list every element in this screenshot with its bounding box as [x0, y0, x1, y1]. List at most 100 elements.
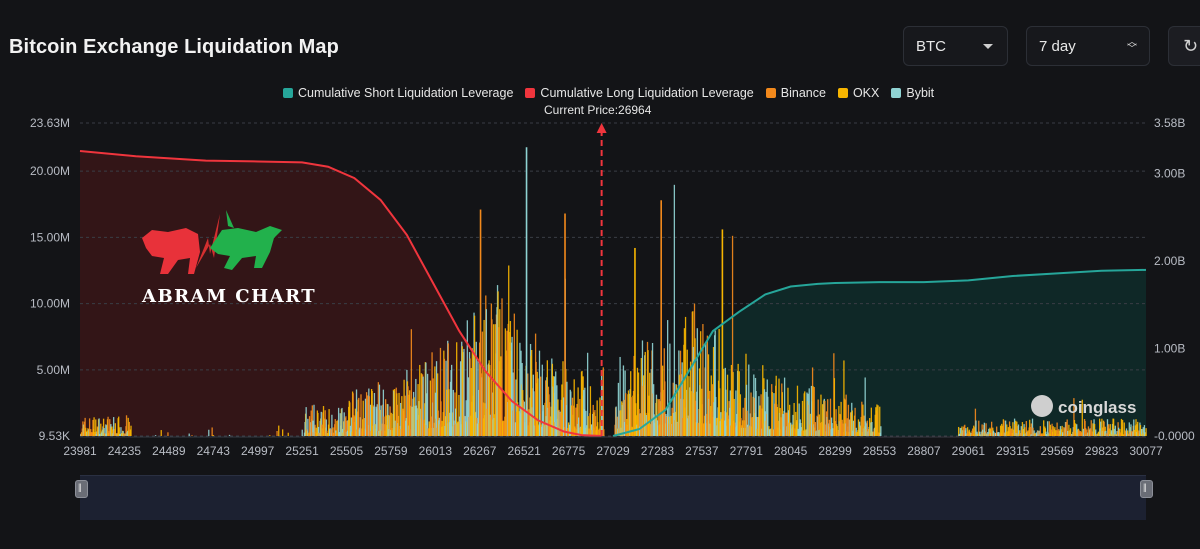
liquidation-bar	[1030, 423, 1033, 436]
liquidation-bar-peak	[525, 147, 528, 436]
liquidation-bar	[349, 402, 351, 436]
liquidation-bar	[767, 396, 769, 436]
liquidation-bar	[808, 388, 810, 436]
liquidation-bar	[167, 432, 169, 436]
liquidation-bar	[337, 407, 340, 436]
liquidation-bar	[637, 372, 640, 436]
liquidation-bar	[539, 376, 542, 436]
liquidation-bar	[1039, 426, 1041, 436]
short-cumulative-line	[612, 268, 1147, 437]
liquidation-bar	[1025, 421, 1027, 436]
liquidation-bar	[542, 405, 545, 436]
legend-label: Cumulative Long Liquidation Leverage	[540, 86, 754, 100]
liquidation-bar	[586, 352, 589, 436]
liquidation-bar	[738, 371, 740, 436]
x-tick-label: 28807	[907, 444, 941, 458]
liquidation-bar	[358, 397, 360, 436]
liquidation-bar	[566, 381, 568, 436]
liquidation-bar	[748, 364, 750, 436]
legend-label: Binance	[780, 86, 826, 100]
liquidation-bar	[459, 361, 462, 436]
liquidation-bar	[694, 400, 697, 436]
liquidation-bar	[679, 350, 682, 436]
liquidation-bar	[1121, 419, 1124, 436]
liquidation-bar	[1006, 424, 1008, 436]
liquidation-bar	[759, 405, 761, 436]
liquidation-bar	[452, 389, 454, 436]
liquidation-bar	[1012, 422, 1014, 436]
liquidation-bar	[413, 397, 415, 436]
liquidation-bar	[1015, 420, 1017, 436]
liquidation-bar	[979, 431, 981, 436]
period-select[interactable]: 7 day ︿ ﹀	[1026, 26, 1150, 66]
liquidation-bar	[1037, 430, 1039, 436]
legend-item-binance[interactable]: Binance	[765, 86, 826, 100]
liquidation-bar	[501, 298, 503, 436]
liquidation-bar	[324, 410, 326, 436]
liquidation-bar	[531, 349, 533, 436]
liquidation-bar	[783, 377, 786, 436]
liquidation-bar	[102, 418, 105, 436]
liquidation-bar	[98, 418, 100, 436]
liquidation-bar	[585, 410, 587, 436]
liquidation-bar	[448, 389, 450, 436]
liquidation-bar	[471, 348, 474, 436]
x-tick-label: 29569	[1040, 444, 1074, 458]
range-slider[interactable]	[80, 475, 1146, 520]
range-slider-left-handle[interactable]	[75, 480, 88, 498]
liquidation-bar	[765, 391, 767, 436]
coin-select[interactable]: BTC	[903, 26, 1008, 66]
brand-watermark: ABRAM CHART	[142, 286, 317, 307]
x-tick-label: 26775	[552, 444, 586, 458]
liquidation-bar	[373, 392, 376, 436]
liquidation-bar	[733, 398, 735, 436]
legend-swatch	[525, 88, 536, 98]
liquidation-bar	[307, 418, 309, 436]
refresh-button[interactable]: ↻	[1168, 26, 1200, 66]
liquidation-bar	[118, 427, 120, 436]
liquidation-bar	[985, 423, 987, 436]
liquidation-bar	[425, 362, 427, 436]
liquidation-bar	[211, 427, 213, 436]
x-tick-label: 27791	[730, 444, 764, 458]
liquidation-bar	[871, 422, 873, 436]
liquidation-bar	[463, 348, 465, 436]
chevron-down-icon	[983, 44, 993, 49]
liquidation-bar	[1100, 421, 1102, 436]
liquidation-bar	[817, 399, 819, 436]
liquidation-bar	[760, 394, 762, 436]
liquidation-bar	[842, 423, 844, 436]
liquidation-bar	[305, 407, 307, 436]
liquidation-bar	[410, 329, 413, 436]
liquidation-bar	[602, 367, 604, 436]
legend-item-long[interactable]: Cumulative Long Liquidation Leverage	[525, 86, 754, 100]
legend-item-bybit[interactable]: Bybit	[891, 86, 934, 100]
liquidation-bar	[869, 418, 871, 436]
liquidation-bar	[964, 424, 966, 436]
liquidation-bar	[973, 425, 975, 436]
liquidation-bar	[330, 429, 332, 436]
liquidation-bar	[103, 428, 105, 436]
liquidation-bar	[404, 395, 406, 436]
liquidation-bar	[561, 384, 563, 436]
legend-item-okx[interactable]: OKX	[837, 86, 879, 100]
updown-chevron-icon: ︿ ﹀	[1127, 37, 1137, 55]
liquidation-bar	[440, 401, 442, 436]
liquidation-bar	[824, 424, 827, 436]
liquidation-bar	[990, 421, 993, 436]
liquidation-bar	[1018, 430, 1021, 436]
legend-item-short[interactable]: Cumulative Short Liquidation Leverage	[283, 86, 513, 100]
liquidation-bar	[548, 402, 551, 436]
liquidation-bar	[407, 386, 409, 436]
legend-swatch	[837, 88, 848, 98]
liquidation-bar	[320, 411, 322, 436]
liquidation-bar	[1046, 421, 1049, 436]
liquidation-bar	[855, 427, 857, 436]
liquidation-bar	[836, 426, 838, 436]
y-left-tick-label: 5.00M	[37, 363, 70, 377]
liquidation-bar	[824, 400, 826, 436]
range-slider-right-handle[interactable]	[1140, 480, 1153, 498]
liquidation-bar	[527, 373, 529, 436]
liquidation-bar	[857, 419, 860, 436]
liquidation-bar	[519, 342, 521, 436]
